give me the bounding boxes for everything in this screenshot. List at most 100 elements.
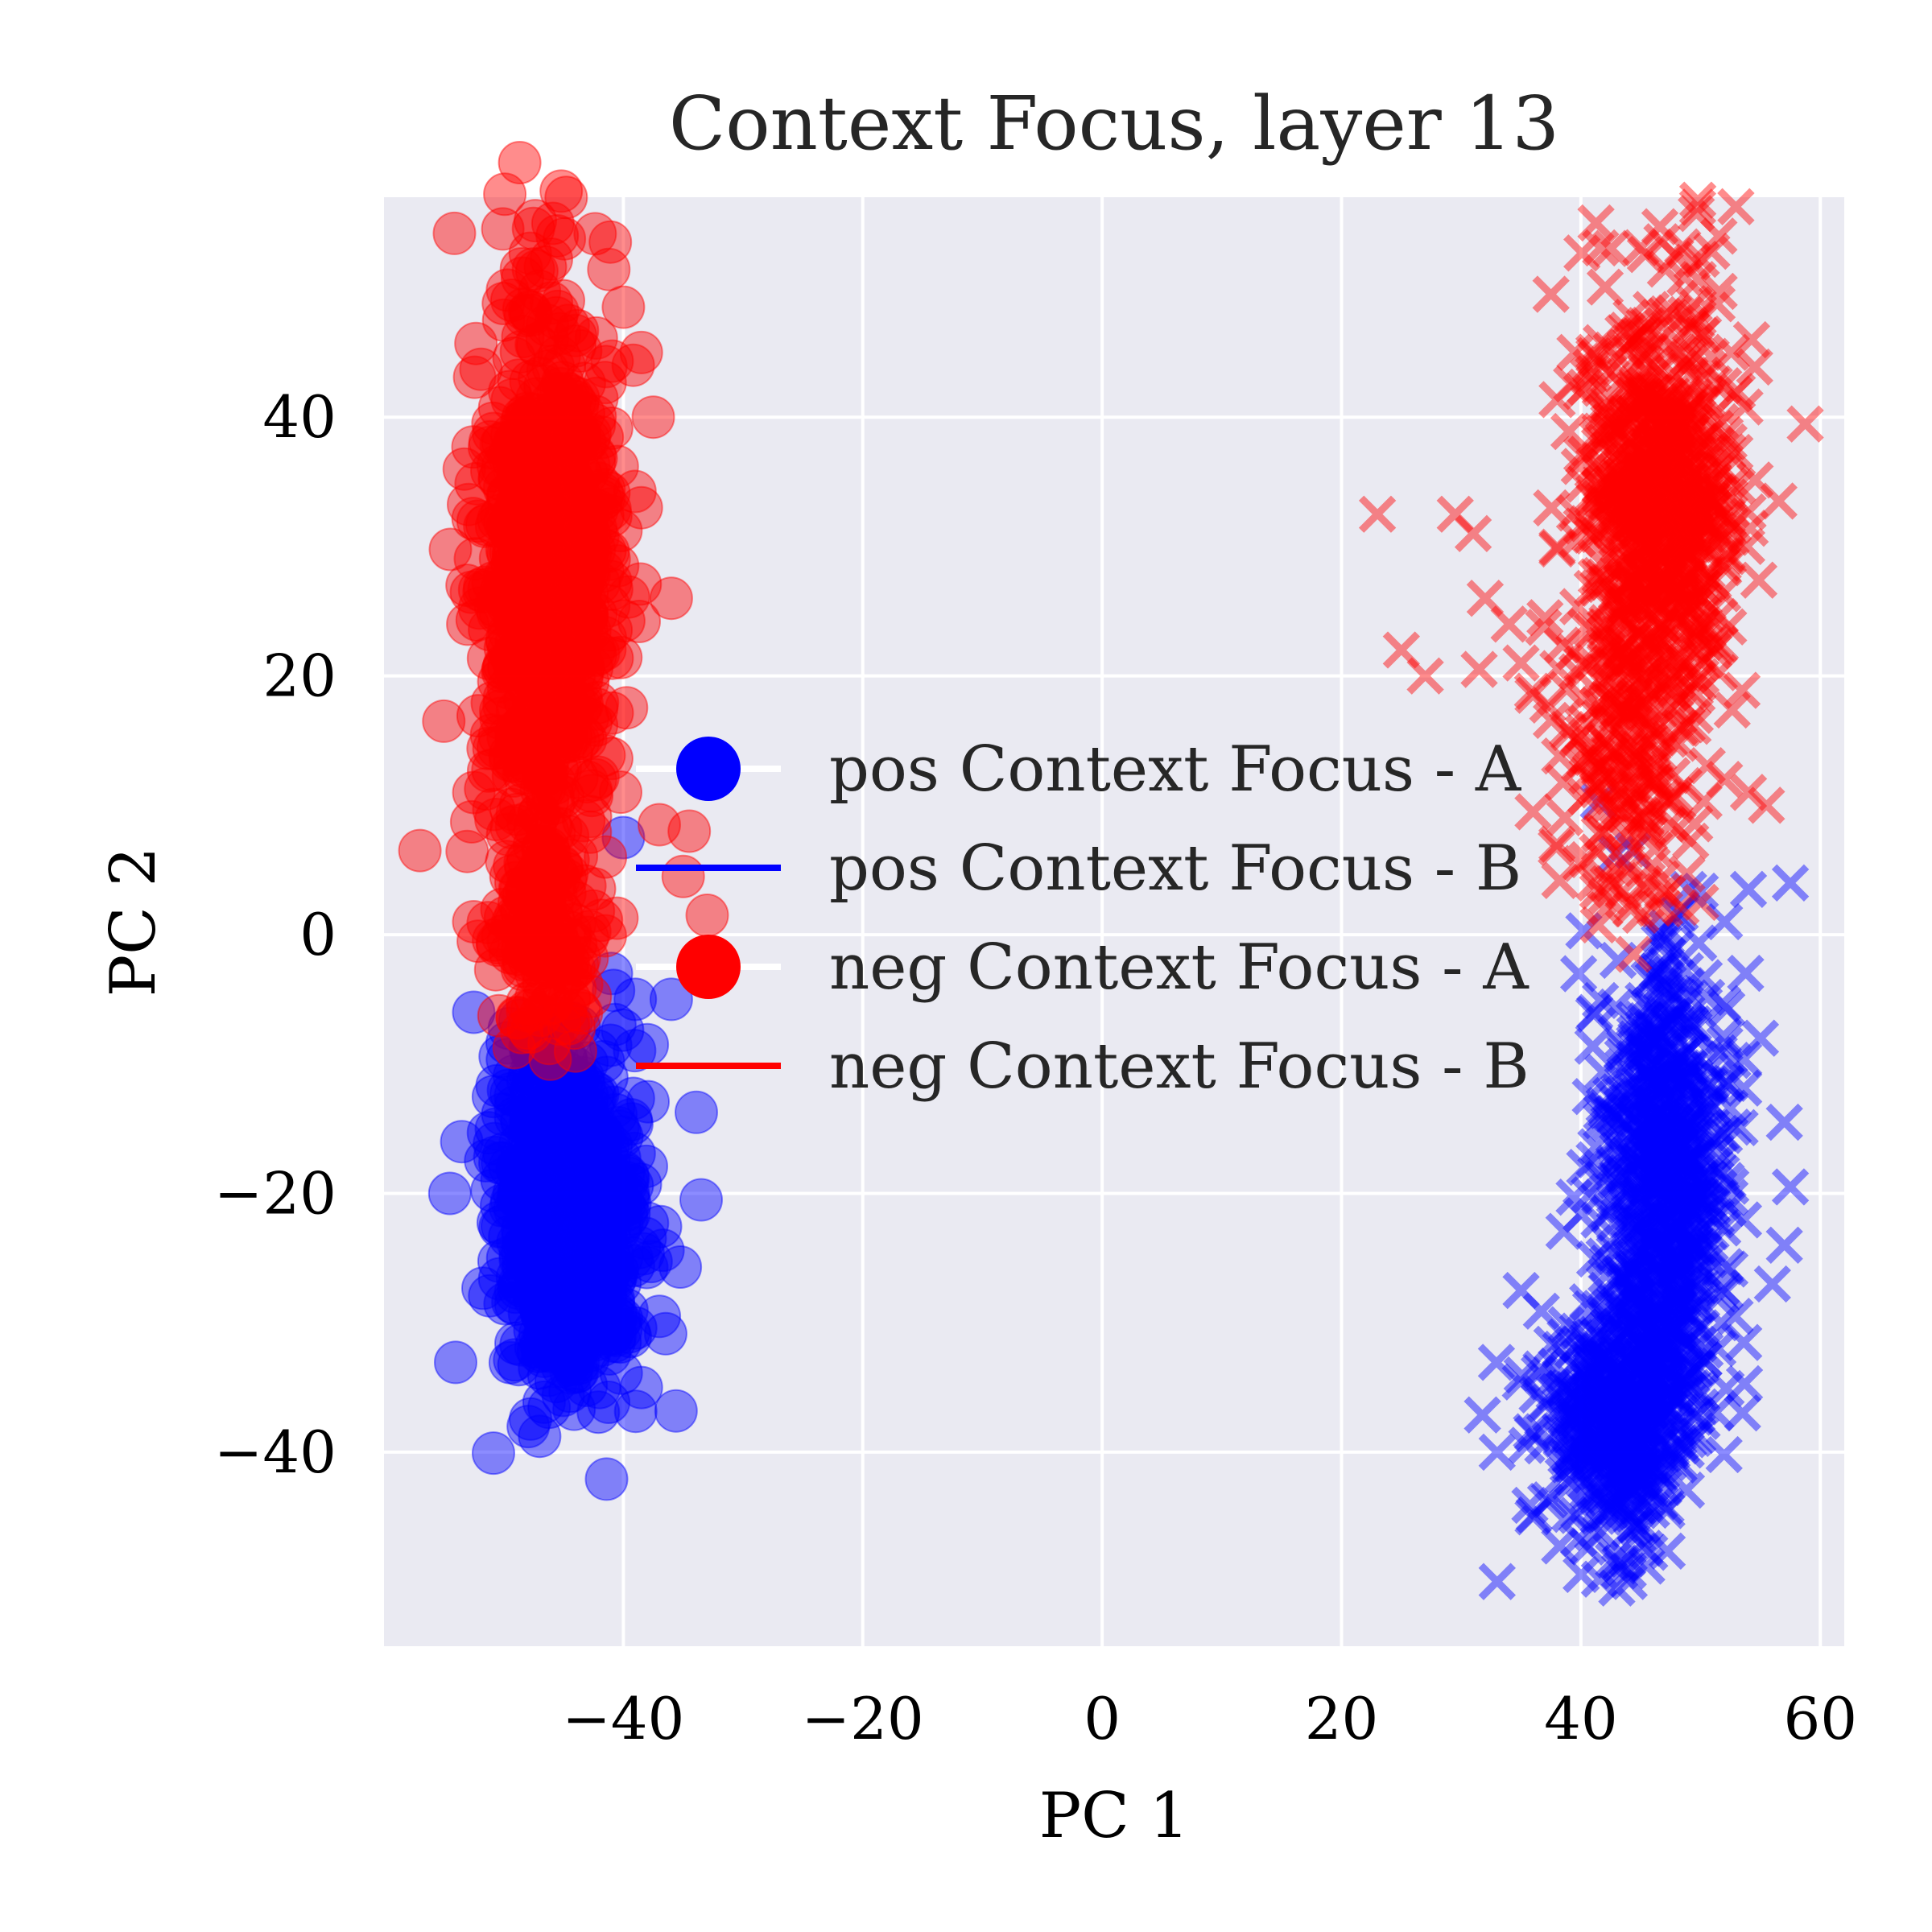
scatter-point-x (1681, 454, 1719, 493)
scatter-point-x (1645, 297, 1683, 335)
scatter-point-x (1612, 1421, 1650, 1459)
scatter-point-x (1648, 909, 1686, 947)
scatter-point-x (1624, 868, 1662, 906)
scatter-point-x (1615, 1039, 1653, 1078)
scatter-point-x (1579, 873, 1616, 910)
scatter-point-x (1608, 733, 1645, 771)
scatter-point-x (1643, 624, 1681, 662)
scatter-point-x (1648, 1329, 1686, 1367)
scatter-point-x (1625, 1374, 1664, 1412)
scatter-point-x (1513, 1415, 1552, 1453)
scatter-point-x (1548, 710, 1587, 749)
scatter-point-x (1601, 413, 1640, 452)
scatter-point-x (1538, 530, 1576, 568)
scatter-point-x (1625, 1426, 1663, 1463)
scatter-point-x (1597, 835, 1636, 873)
scatter-point-x (1529, 1383, 1567, 1422)
series-1 (1463, 782, 1810, 1607)
scatter-point-x (1566, 741, 1604, 778)
scatter-point-x (1662, 473, 1699, 510)
scatter-point-x (1647, 424, 1686, 462)
scatter-point-x (1651, 662, 1690, 700)
scatter-point-x (1588, 1341, 1626, 1379)
scatter-point-x (1615, 686, 1653, 724)
scatter-point-x (1601, 1319, 1639, 1358)
scatter-point-circle (654, 1389, 698, 1433)
scatter-point-circle (531, 345, 576, 389)
scatter-point-x (1620, 1088, 1659, 1127)
scatter-point-x (1463, 1396, 1501, 1434)
scatter-point-x (1587, 1092, 1625, 1129)
scatter-point-x (1645, 426, 1682, 464)
scatter-point-x (1626, 1331, 1664, 1368)
scatter-point-x (1634, 752, 1672, 790)
scatter-point-circle (422, 699, 466, 743)
scatter-point-x (1572, 348, 1610, 386)
scatter-point-x (1589, 1370, 1628, 1409)
scatter-point-x (1594, 468, 1632, 506)
scatter-point-x (1589, 1307, 1627, 1346)
scatter-point-x (1652, 1299, 1690, 1337)
scatter-point-x (1604, 1048, 1642, 1086)
scatter-point-x (1648, 295, 1686, 333)
scatter-point-x (1669, 537, 1707, 575)
scatter-point-x (1643, 1322, 1682, 1360)
scatter-point-x (1602, 632, 1641, 670)
scatter-point-x (1612, 1414, 1649, 1452)
scatter-point-x (1580, 1560, 1619, 1598)
scatter-point-x (1661, 642, 1699, 680)
scatter-point-x (1676, 696, 1715, 734)
scatter-point-x (1567, 436, 1605, 473)
scatter-point-x (1687, 1092, 1726, 1130)
scatter-point-x (1668, 556, 1706, 595)
scatter-point-x (1645, 969, 1683, 1008)
scatter-point-x (1623, 693, 1661, 732)
scatter-point-x (1677, 433, 1715, 472)
scatter-point-x (1712, 518, 1750, 556)
scatter-point-x (1626, 1484, 1664, 1523)
scatter-point-x (1575, 1240, 1614, 1278)
scatter-point-x (1699, 511, 1737, 549)
scatter-point-x (1592, 1288, 1630, 1327)
scatter-point-circle (546, 1133, 590, 1178)
scatter-point-x (1614, 1472, 1653, 1509)
scatter-point-x (1657, 1217, 1695, 1256)
scatter-point-x (1596, 1356, 1634, 1395)
scatter-point-x (1650, 535, 1689, 573)
scatter-point-x (1579, 419, 1616, 457)
scatter-point-x (1682, 883, 1719, 922)
scatter-point-x (1611, 1357, 1649, 1396)
scatter-point-x (1624, 658, 1662, 696)
scatter-point-x (1630, 1044, 1668, 1083)
scatter-point-x (1651, 580, 1689, 618)
scatter-point-x (1668, 434, 1707, 473)
scatter-point-circle (537, 857, 581, 901)
scatter-point-x (1659, 569, 1697, 608)
scatter-point-x (1638, 1319, 1676, 1357)
scatter-point-x (1608, 1084, 1646, 1122)
scatter-point-circle (571, 1238, 615, 1282)
scatter-point-x (1603, 1060, 1641, 1098)
scatter-point-x (1645, 1005, 1682, 1042)
scatter-point-x (1478, 1563, 1516, 1600)
scatter-point-x (1567, 1463, 1605, 1501)
scatter-point-x (1625, 454, 1663, 492)
scatter-point-x (1619, 551, 1657, 589)
scatter-point-x (1689, 479, 1728, 517)
scatter-point-x (1612, 497, 1650, 535)
scatter-point-x (1614, 1415, 1652, 1454)
scatter-point-circle (516, 1228, 560, 1273)
scatter-point-x (1591, 1399, 1630, 1437)
scatter-point-x (1596, 452, 1634, 491)
scatter-point-x (1629, 467, 1667, 505)
scatter-point-x (1641, 1457, 1679, 1495)
scatter-point-x (1660, 1446, 1698, 1484)
scatter-point-x (1649, 387, 1686, 426)
scatter-point-x (1538, 1347, 1575, 1385)
scatter-point-x (1582, 1513, 1620, 1551)
scatter-point-x (1641, 497, 1678, 535)
scatter-point-x (1661, 681, 1699, 719)
scatter-point-circle (564, 592, 609, 636)
scatter-point-x (1466, 580, 1505, 617)
scatter-point-x (1648, 1290, 1686, 1328)
